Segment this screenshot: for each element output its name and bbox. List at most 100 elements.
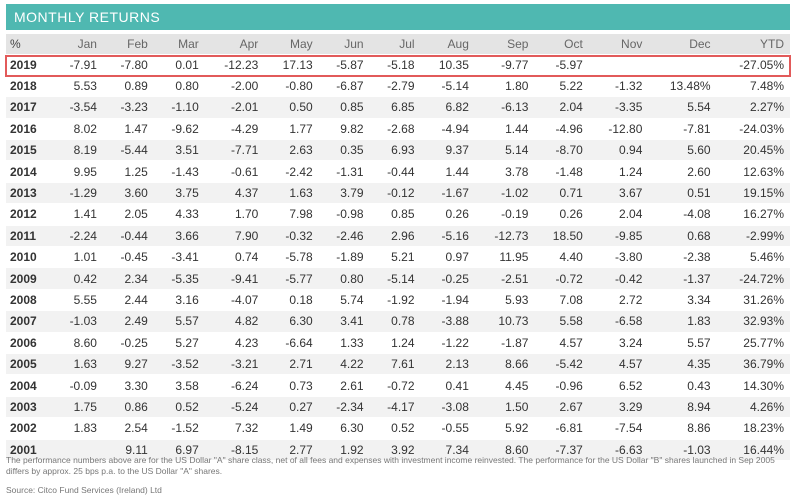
table-row: 2003 1.75 0.86 0.52 -5.24 0.27 -2.34 -4.17 -3.08… [6,396,790,419]
return-cell: 1.01 [52,246,103,269]
return-cell: -5.78 [264,246,319,269]
column-header-unit: % [6,34,52,55]
return-cell: 0.71 [534,182,589,205]
return-cell: 1.83 [52,417,103,440]
return-cell: 0.68 [648,225,717,248]
table-row: 2016 8.02 1.47 -9.62 -4.29 1.77 9.82 -2.68 -4.94… [6,118,790,141]
return-cell: 2.54 [102,417,154,440]
return-cell: 7.61 [369,353,421,376]
return-cell: -2.24 [52,225,103,248]
return-cell: 1.33 [318,332,370,354]
return-cell: -1.43 [153,160,205,183]
return-cell: 6.82 [420,96,475,119]
return-cell: 5.57 [648,332,717,354]
return-cell: 0.26 [420,203,475,226]
column-header-may: May [264,34,319,55]
return-cell: -5.16 [420,225,475,248]
return-cell: -6.87 [318,75,370,98]
return-cell: 3.67 [588,182,649,205]
row-year: 2005 [6,353,52,376]
return-cell: 1.50 [474,396,535,419]
return-cell: -2.42 [264,160,319,183]
return-cell: -0.45 [102,246,154,269]
table-row: 2002 1.83 2.54 -1.52 7.32 1.49 6.30 0.52 -0.55 5.… [6,417,790,440]
return-cell: 5.55 [52,289,103,312]
return-cell: 7.48% [716,75,790,98]
return-cell: 3.58 [153,374,205,397]
return-cell: 14.30% [716,374,790,397]
return-cell: -0.44 [102,225,154,248]
return-cell: 3.66 [153,225,205,248]
return-cell: -5.14 [369,267,421,290]
return-cell: 0.41 [420,374,475,397]
return-cell: 0.85 [318,96,370,119]
return-cell: -0.72 [369,374,421,397]
return-cell: -24.72% [716,267,790,290]
return-cell: 3.79 [318,182,370,205]
return-cell: 7.34 [420,439,475,461]
return-cell: -1.37 [648,267,717,290]
return-cell: 2.71 [264,353,319,376]
return-cell: -5.14 [420,75,475,98]
return-cell: -1.94 [420,289,475,312]
return-cell: 3.30 [102,374,154,397]
return-cell: 4.82 [204,310,265,333]
return-cell: -0.32 [264,225,319,248]
return-cell: -5.18 [369,54,421,76]
return-cell: 0.50 [264,96,319,119]
return-cell: -2.01 [204,96,265,119]
return-cell [588,54,649,76]
return-cell: 5.60 [648,139,717,162]
return-cell: -5.87 [318,54,370,76]
return-cell: 1.63 [264,182,319,205]
return-cell: 1.70 [204,203,265,226]
return-cell: -0.09 [52,374,103,397]
column-header-sep: Sep [474,34,535,55]
return-cell: -3.80 [588,246,649,269]
return-cell: 7.98 [264,203,319,226]
return-cell: -1.52 [153,417,205,440]
return-cell: 32.93% [716,310,790,333]
table-row: 2013 -1.29 3.60 3.75 4.37 1.63 3.79 -0.12 -1.67-… [6,182,790,205]
return-cell: 0.80 [318,267,370,290]
return-cell: -7.71 [204,139,265,162]
return-cell: 2.13 [420,353,475,376]
table-row: 2019 -7.91 -7.80 0.01 -12.23 17.13 -5.87 -5.18 1… [6,54,790,76]
column-header-jan: Jan [52,34,103,55]
return-cell: 1.80 [474,75,535,98]
return-cell: 0.80 [153,75,205,98]
return-cell: 19.15% [716,182,790,205]
return-cell: 0.86 [102,396,154,419]
return-cell: -6.13 [474,96,535,119]
row-year: 2016 [6,118,52,141]
return-cell: -6.24 [204,374,265,397]
return-cell: 3.60 [102,182,154,205]
return-cell: -7.37 [534,439,589,461]
table-row: 2018 5.53 0.89 0.80 -2.00 -0.80 -6.87 -2.79 -5.1… [6,75,790,98]
table-row: 2004 -0.09 3.30 3.58 -6.24 0.73 2.61 -0.72 0.41 4… [6,374,790,397]
return-cell: -3.23 [102,96,154,119]
return-cell: 13.48% [648,75,717,98]
return-cell: -1.10 [153,96,205,119]
return-cell: 8.60 [474,439,535,461]
return-cell: 0.94 [588,139,649,162]
return-cell: -1.67 [420,182,475,205]
return-cell: 18.23% [716,417,790,440]
return-cell: -24.03% [716,118,790,141]
return-cell: 1.25 [102,160,154,183]
return-cell: 6.97 [153,439,205,461]
row-year: 2017 [6,96,52,119]
row-year: 2018 [6,75,52,98]
return-cell: 8.19 [52,139,103,162]
return-cell: 3.75 [153,182,205,205]
return-cell: 6.52 [588,374,649,397]
return-cell: -9.62 [153,118,205,141]
return-cell: -1.48 [534,160,589,183]
return-cell: 2.63 [264,139,319,162]
row-year: 2014 [6,160,52,183]
return-cell: 5.27 [153,332,205,354]
return-cell: -12.80 [588,118,649,141]
return-cell: -4.17 [369,396,421,419]
return-cell: 0.97 [420,246,475,269]
return-cell: -0.44 [369,160,421,183]
